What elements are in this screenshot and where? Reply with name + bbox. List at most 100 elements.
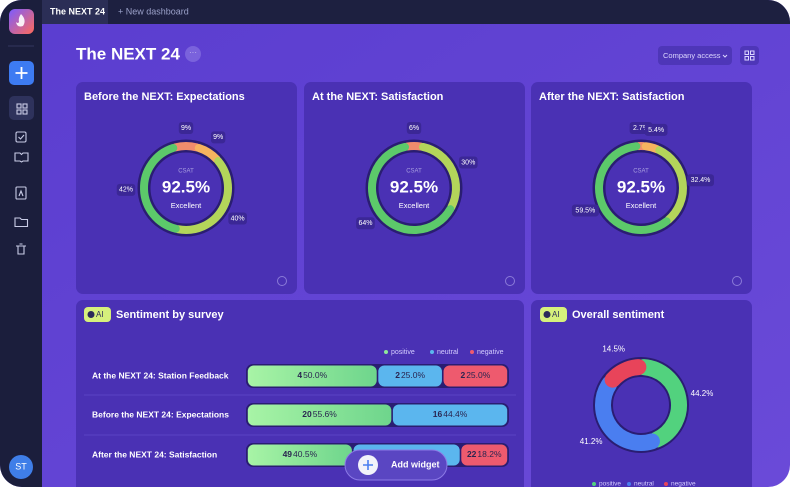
legend-dot (627, 482, 631, 486)
segment-label: 32.4% (691, 177, 711, 184)
donut-segment (604, 359, 647, 388)
bar-segment (247, 365, 377, 387)
donut-segment (403, 142, 425, 151)
info-icon[interactable] (505, 276, 515, 286)
ai-badge (84, 307, 111, 322)
segment-label: 41.2% (580, 437, 603, 446)
csat-rating: Excellent (626, 201, 657, 210)
bar-segment (443, 365, 508, 387)
csat-score: 92.5% (617, 177, 665, 196)
bar-label: 2218.2% (467, 449, 502, 459)
legend-dot (664, 482, 668, 486)
bar-percent: 18.2% (477, 449, 502, 459)
tab-bar (42, 0, 790, 24)
csat-score: 92.5% (390, 177, 438, 196)
ai-icon (87, 311, 95, 318)
row-label: After the NEXT 24: Satisfaction (92, 449, 217, 459)
donut-segment (140, 143, 180, 233)
bar-count: 49 (283, 449, 293, 459)
segment-label: 9% (213, 134, 223, 141)
bar-count: 2 (395, 370, 400, 380)
segment-label-bg (228, 212, 247, 225)
row-label: At the NEXT 24: Station Feedback (92, 370, 229, 380)
widget-card (531, 300, 752, 487)
nav-icons (14, 103, 29, 255)
segment-label-bg (571, 204, 599, 217)
widgets: Before the NEXT: Expectations 9% 9% 40% 42% C… (76, 82, 752, 487)
donut-segment (173, 157, 232, 234)
legend-label: negative (477, 349, 504, 356)
active-tab[interactable] (42, 0, 108, 24)
segment-label: 5.4% (648, 127, 664, 134)
segment-label: 9% (181, 125, 191, 132)
bar-segment (392, 404, 508, 426)
bar-count: 22 (467, 449, 477, 459)
bar-segment (378, 365, 442, 387)
csat-rating: Excellent (399, 201, 430, 210)
company-access-button[interactable] (658, 46, 732, 65)
info-icon[interactable] (277, 276, 287, 286)
segment-label: 44.2% (691, 389, 714, 398)
legend-dot (592, 482, 596, 486)
donut-segment (635, 359, 687, 448)
logo-icon (16, 14, 25, 27)
segment-label: 59.5% (575, 207, 595, 214)
legend-dot (384, 350, 388, 354)
avatar[interactable] (9, 455, 33, 479)
widget-card (304, 82, 525, 294)
layout-icon (744, 50, 755, 61)
donut-segment (595, 375, 660, 451)
widget-title: Sentiment by survey (116, 309, 224, 321)
bar-percent: 55.6% (313, 409, 338, 419)
bar-label: 4940.5% (283, 449, 318, 459)
tab-label[interactable]: The NEXT 24 (50, 6, 105, 16)
widget-card (531, 82, 752, 294)
segment-label-bg (356, 217, 375, 230)
ai-badge (540, 307, 567, 322)
segment-label-bg (458, 156, 478, 169)
chevron (722, 54, 728, 58)
legend-label: positive (599, 481, 621, 487)
legend-label: positive (391, 349, 415, 356)
legend-label: neutral (634, 481, 654, 487)
bar-label: 225.0% (460, 370, 490, 380)
bar-percent: 50.0% (303, 370, 328, 380)
bar-count: 4 (297, 370, 302, 380)
bar-count: 16 (433, 409, 443, 419)
segment-label: 30% (461, 159, 475, 166)
widget-title: After the NEXT: Satisfaction (539, 91, 685, 103)
more-dots: ··· (189, 48, 197, 57)
legend-dot (470, 350, 474, 354)
avatar-initials: ST (15, 461, 27, 471)
company-access-label: Company access (663, 51, 721, 60)
bar-percent: 40.5% (293, 449, 318, 459)
add-widget-label[interactable]: Add widget (391, 459, 440, 469)
new-dashboard-tab[interactable]: + New dashboard (118, 6, 189, 16)
ai-badge-label: AI (96, 310, 104, 319)
segment-label-bg (406, 122, 422, 134)
donut-segment (171, 142, 201, 152)
info-icon[interactable] (732, 276, 742, 286)
ai-badge-label: AI (552, 310, 560, 319)
segment-label: 40% (231, 215, 245, 222)
csat-label: CSAT (178, 169, 194, 175)
widget-title: Before the NEXT: Expectations (84, 91, 245, 103)
segment-label-bg (644, 123, 668, 136)
segment-label: 14.5% (602, 344, 625, 353)
bar-percent: 25.0% (401, 370, 426, 380)
widget-title: Overall sentiment (572, 309, 665, 321)
donut-segment (595, 142, 671, 234)
csat-rating: Excellent (171, 201, 202, 210)
segment-label: 2.7% (633, 125, 649, 132)
more-button[interactable] (185, 46, 201, 62)
legend-label: neutral (437, 349, 459, 356)
csat-score: 92.5% (162, 177, 210, 196)
segment-label-bg (178, 122, 194, 134)
bar-count: 20 (302, 409, 312, 419)
layout-button[interactable] (740, 46, 759, 65)
bar-label: 225.0% (395, 370, 425, 380)
bar-segment (247, 444, 352, 466)
donut-segment (368, 142, 455, 234)
add-widget-icon (363, 460, 373, 470)
bar-segment (247, 404, 392, 426)
